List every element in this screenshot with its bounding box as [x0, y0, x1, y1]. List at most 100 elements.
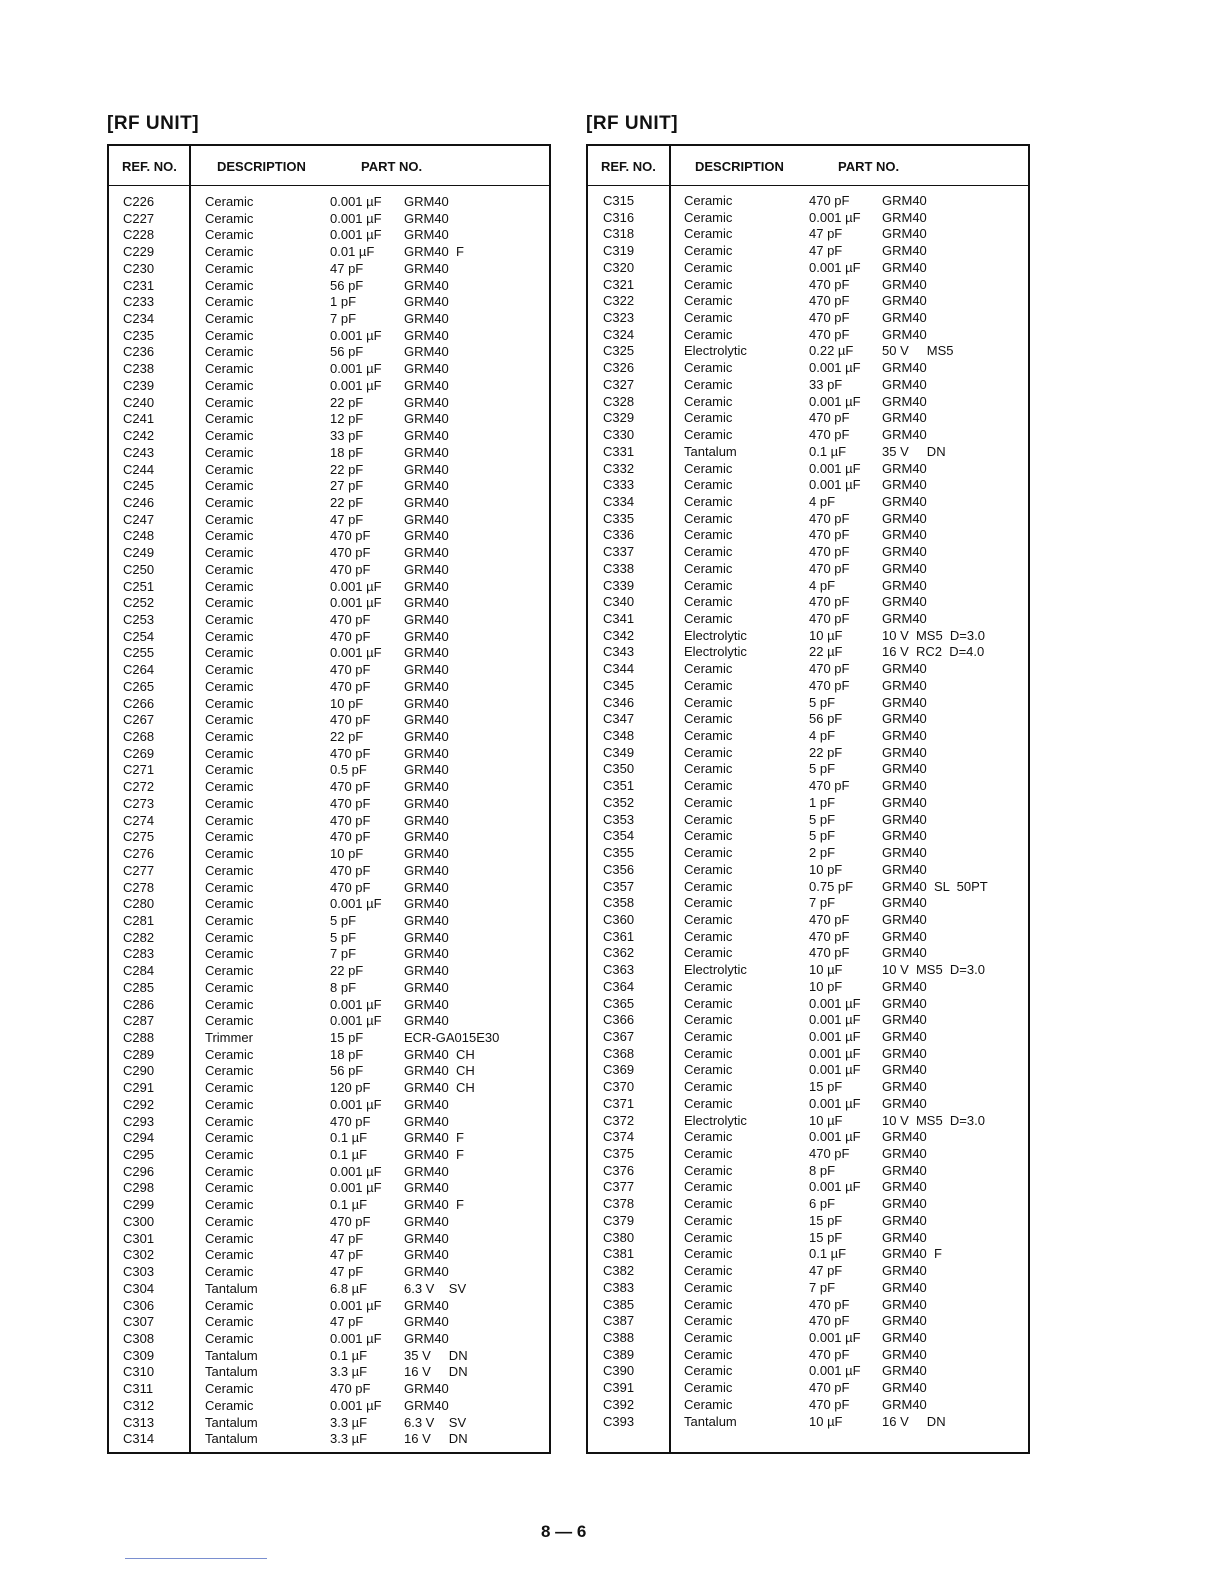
cell-ref-no: C325	[603, 343, 635, 359]
cell-part-no: 10 V MS5 D=3.0	[882, 1112, 985, 1128]
cell-value: 0.001 µF	[330, 1096, 382, 1112]
table-row: C368 Ceramic 0.001 µF GRM40	[588, 1045, 1028, 1062]
cell-part-no: GRM40	[882, 310, 927, 326]
cell-value: 0.001 µF	[809, 1095, 861, 1111]
cell-value: 470 pF	[330, 1113, 371, 1129]
cell-ref-no: C362	[603, 945, 635, 961]
cell-part-no: GRM40	[404, 311, 449, 327]
table-row: C345 Ceramic 470 pF GRM40	[588, 677, 1028, 694]
table-row: C320 Ceramic 0.001 µF GRM40	[588, 259, 1028, 276]
cell-description: Ceramic	[684, 1279, 733, 1295]
table-row: C364 Ceramic 10 pF GRM40	[588, 978, 1028, 995]
table-row: C243 Ceramic 18 pF GRM40	[109, 444, 549, 461]
cell-ref-no: C383	[603, 1279, 635, 1295]
cell-ref-no: C329	[603, 410, 635, 426]
table-row: C356 Ceramic 10 pF GRM40	[588, 861, 1028, 878]
cell-value: 3.3 µF	[330, 1431, 368, 1447]
cell-ref-no: C352	[603, 794, 635, 810]
scan-artifact-line	[125, 1558, 267, 1559]
cell-description: Ceramic	[205, 1147, 254, 1163]
cell-value: 10 µF	[809, 962, 843, 978]
table-row: C289 Ceramic 18 pF GRM40 CH	[109, 1046, 549, 1063]
cell-part-no: GRM40	[404, 846, 449, 862]
cell-part-no: GRM40	[882, 510, 927, 526]
cell-value: 1 pF	[330, 294, 357, 310]
cell-value: 470 pF	[809, 276, 850, 292]
cell-ref-no: C244	[123, 461, 155, 477]
cell-description: Electrolytic	[684, 644, 747, 660]
cell-value: 8 pF	[330, 979, 357, 995]
cell-part-no: GRM40	[882, 1029, 927, 1044]
cell-part-no: 6.3 V SV	[404, 1414, 467, 1430]
cell-part-no: GRM40	[404, 194, 449, 209]
cell-part-no: GRM40	[404, 912, 449, 928]
cell-value: 47 pF	[330, 1230, 364, 1246]
table-header: REF. NO. DESCRIPTION PART NO.	[588, 146, 1028, 186]
cell-ref-no: C249	[123, 545, 155, 561]
cell-value: 0.001 µF	[809, 393, 861, 409]
cell-ref-no: C345	[603, 677, 635, 693]
cell-value: 0.1 µF	[330, 1197, 368, 1213]
cell-part-no: GRM40	[882, 1329, 927, 1345]
table-row: C234 Ceramic 7 pF GRM40	[109, 310, 549, 327]
cell-description: Ceramic	[684, 360, 733, 376]
table-row: C327 Ceramic 33 pF GRM40	[588, 376, 1028, 393]
table-row: C253 Ceramic 470 pF GRM40	[109, 611, 549, 628]
table-row: C227 Ceramic 0.001 µF GRM40	[109, 210, 549, 227]
table-row: C275 Ceramic 470 pF GRM40	[109, 828, 549, 845]
table-row: C233 Ceramic 1 pF GRM40	[109, 293, 549, 310]
table-row: C332 Ceramic 0.001 µF GRM40	[588, 460, 1028, 477]
cell-value: 470 pF	[330, 829, 371, 845]
table-row: C338 Ceramic 470 pF GRM40	[588, 560, 1028, 577]
cell-description: Ceramic	[205, 612, 254, 627]
cell-value: 470 pF	[330, 862, 371, 878]
cell-description: Ceramic	[205, 1197, 254, 1213]
column-divider	[189, 146, 191, 1452]
cell-description: Ceramic	[684, 728, 733, 744]
cell-value: 470 pF	[330, 528, 371, 544]
cell-part-no: GRM40	[882, 209, 927, 225]
cell-value: 0.001 µF	[330, 210, 382, 226]
cell-ref-no: C328	[603, 393, 635, 409]
header-description: DESCRIPTION	[695, 159, 784, 174]
table-row: C360 Ceramic 470 pF GRM40	[588, 911, 1028, 928]
cell-ref-no: C380	[603, 1229, 635, 1245]
table-row: C379 Ceramic 15 pF GRM40	[588, 1212, 1028, 1229]
cell-description: Ceramic	[684, 1263, 733, 1279]
cell-value: 470 pF	[330, 1381, 371, 1397]
cell-ref-no: C235	[123, 327, 155, 343]
cell-part-no: GRM40	[882, 911, 927, 927]
cell-description: Ceramic	[684, 1045, 733, 1061]
cell-ref-no: C374	[603, 1129, 635, 1145]
table-row: C340 Ceramic 470 pF GRM40	[588, 593, 1028, 610]
cell-ref-no: C272	[123, 779, 155, 795]
cell-value: 0.001 µF	[330, 595, 382, 611]
cell-part-no: GRM40	[404, 595, 449, 611]
cell-ref-no: C335	[603, 510, 635, 526]
table-row: C267 Ceramic 470 pF GRM40	[109, 711, 549, 728]
cell-part-no: GRM40	[404, 695, 449, 711]
table-row: C310 Tantalum 3.3 µF 16 V DN	[109, 1363, 549, 1380]
cell-description: Tantalum	[205, 1347, 258, 1363]
cell-ref-no: C382	[603, 1263, 635, 1279]
cell-part-no: GRM40	[404, 294, 449, 310]
cell-ref-no: C245	[123, 478, 155, 494]
cell-description: Ceramic	[205, 595, 254, 611]
cell-ref-no: C300	[123, 1213, 155, 1229]
cell-part-no: GRM40	[404, 678, 449, 694]
cell-value: 0.001 µF	[330, 377, 382, 393]
cell-value: 3.3 µF	[330, 1364, 368, 1380]
cell-ref-no: C354	[603, 828, 635, 844]
cell-part-no: GRM40	[882, 677, 927, 693]
cell-description: Ceramic	[205, 528, 254, 544]
table-row: C390 Ceramic 0.001 µF GRM40	[588, 1362, 1028, 1379]
table-row: C244 Ceramic 22 pF GRM40	[109, 461, 549, 478]
cell-description: Ceramic	[684, 293, 733, 309]
cell-part-no: GRM40 F	[404, 244, 464, 260]
cell-value: 470 pF	[330, 879, 371, 895]
cell-part-no: GRM40	[882, 259, 927, 275]
table-row: C365 Ceramic 0.001 µF GRM40	[588, 995, 1028, 1012]
cell-ref-no: C391	[603, 1380, 635, 1396]
cell-part-no: GRM40	[404, 361, 449, 377]
cell-ref-no: C276	[123, 846, 155, 862]
